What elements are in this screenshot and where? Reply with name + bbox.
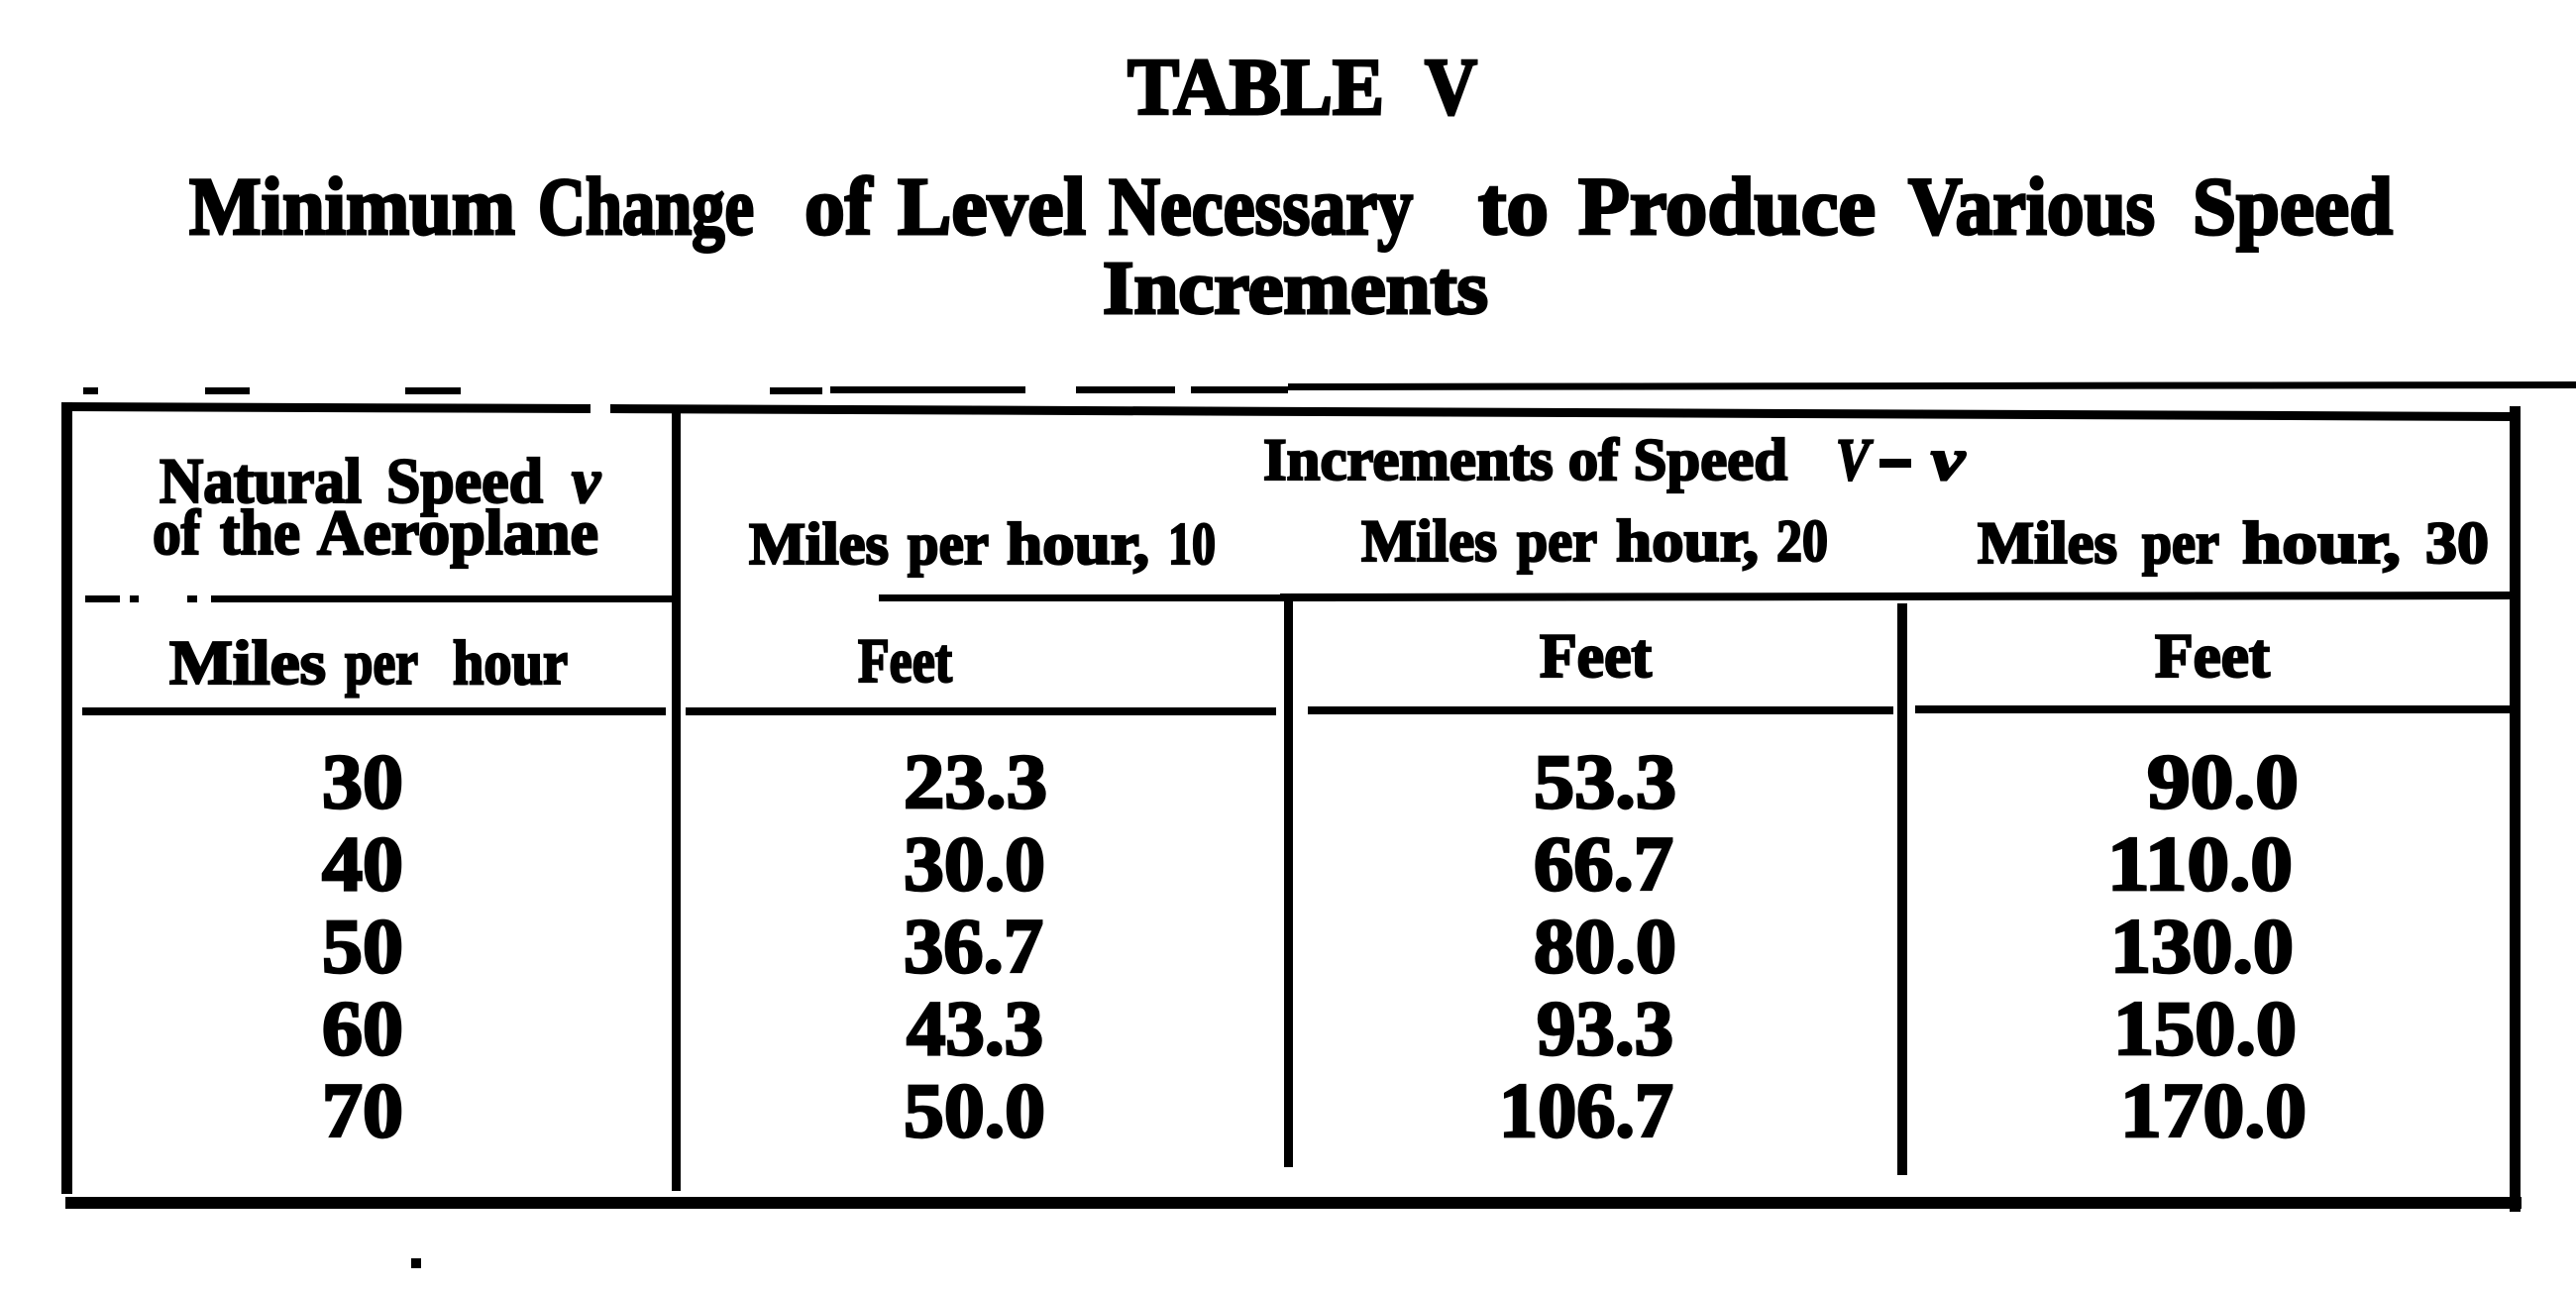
- svg-text:v: v: [572, 446, 601, 517]
- svg-text:V: V: [1425, 42, 1477, 132]
- svg-text:per: per: [345, 628, 418, 698]
- svg-text:to: to: [1478, 161, 1549, 252]
- svg-text:43.3: 43.3: [907, 985, 1043, 1071]
- svg-text:V: V: [1836, 427, 1874, 492]
- svg-text:Increments: Increments: [1103, 247, 1488, 330]
- svg-text:130.0: 130.0: [2110, 903, 2294, 989]
- svg-text:per: per: [1517, 508, 1597, 574]
- svg-text:60: 60: [322, 985, 403, 1071]
- svg-text:Level: Level: [898, 161, 1086, 252]
- svg-text:hour,: hour,: [1616, 508, 1759, 574]
- svg-text:Various: Various: [1908, 161, 2155, 252]
- svg-text:70: 70: [322, 1067, 403, 1153]
- svg-text:Miles: Miles: [749, 511, 889, 577]
- svg-text:Miles: Miles: [169, 628, 326, 698]
- svg-text:of: of: [805, 161, 873, 252]
- svg-text:Miles: Miles: [1978, 510, 2117, 576]
- svg-text:30: 30: [322, 738, 403, 824]
- svg-text:hour: hour: [453, 628, 568, 698]
- svg-text:of: of: [153, 497, 201, 569]
- svg-text:v: v: [1931, 427, 1967, 492]
- svg-text:hour,: hour,: [2242, 510, 2401, 576]
- svg-text:53.3: 53.3: [1534, 738, 1676, 824]
- svg-text:Aeroplane: Aeroplane: [317, 497, 598, 569]
- svg-text:106.7: 106.7: [1499, 1067, 1673, 1153]
- svg-text:23.3: 23.3: [904, 738, 1047, 824]
- svg-text:Necessary: Necessary: [1109, 161, 1413, 252]
- svg-text:80.0: 80.0: [1534, 903, 1676, 989]
- svg-text:per: per: [2142, 510, 2219, 576]
- svg-text:20: 20: [1776, 508, 1828, 574]
- svg-text:36.7: 36.7: [904, 903, 1043, 989]
- svg-text:Change: Change: [538, 161, 754, 252]
- svg-text:Speed: Speed: [2193, 161, 2393, 252]
- svg-text:66.7: 66.7: [1534, 820, 1673, 907]
- svg-text:50.0: 50.0: [904, 1067, 1045, 1153]
- svg-text:Increments of Speed: Increments of Speed: [1263, 427, 1787, 492]
- svg-text:Feet: Feet: [858, 626, 952, 696]
- svg-text:110.0: 110.0: [2107, 820, 2293, 907]
- svg-text:TABLE: TABLE: [1127, 42, 1384, 132]
- svg-text:Miles: Miles: [1361, 508, 1497, 574]
- svg-text:50: 50: [322, 903, 403, 989]
- svg-text:170.0: 170.0: [2120, 1067, 2307, 1153]
- svg-text:150.0: 150.0: [2113, 985, 2297, 1071]
- svg-text:40: 40: [322, 820, 403, 907]
- svg-text:90.0: 90.0: [2147, 738, 2299, 824]
- svg-text:10: 10: [1168, 511, 1216, 577]
- svg-text:Speed: Speed: [386, 446, 543, 517]
- svg-text:Minimum: Minimum: [189, 161, 515, 252]
- svg-text:30: 30: [2425, 510, 2489, 576]
- svg-text:hour,: hour,: [1007, 511, 1149, 577]
- svg-text:Produce: Produce: [1578, 161, 1876, 252]
- svg-text:Natural: Natural: [160, 446, 362, 517]
- svg-text:per: per: [908, 511, 989, 577]
- svg-text:the: the: [220, 497, 300, 569]
- svg-text:Feet: Feet: [2155, 621, 2270, 691]
- svg-text:93.3: 93.3: [1537, 985, 1673, 1071]
- svg-text:30.0: 30.0: [904, 820, 1045, 907]
- svg-text:Feet: Feet: [1540, 621, 1652, 691]
